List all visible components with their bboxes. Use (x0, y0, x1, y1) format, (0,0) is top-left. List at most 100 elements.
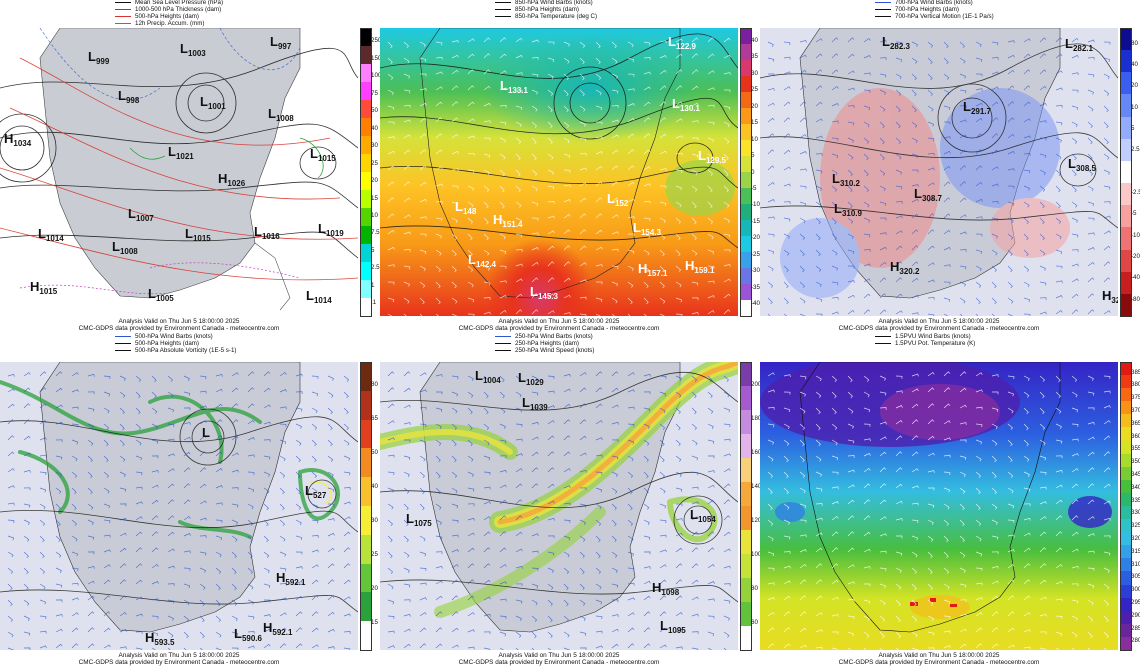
wind-barb (783, 580, 791, 585)
wind-barb (1007, 201, 1015, 207)
colorbar-segment (360, 506, 371, 536)
wind-barb (643, 86, 651, 91)
wind-barb (1023, 391, 1030, 398)
pressure-value: 320.2 (899, 267, 920, 276)
wind-barb (71, 535, 78, 542)
wind-barb (815, 423, 821, 431)
colorbar-tick-label: 340 (1131, 483, 1140, 491)
wind-barb (691, 647, 699, 650)
wind-barb (263, 614, 271, 617)
wind-barb (451, 217, 458, 224)
wind-barb (199, 599, 205, 607)
wind-barb (1087, 599, 1094, 606)
wind-barb (943, 57, 949, 65)
wind-barb (1103, 567, 1110, 573)
wind-barb (119, 423, 125, 431)
wind-barb (1055, 280, 1063, 284)
wind-barb (343, 439, 350, 446)
wind-barb (199, 435, 207, 441)
wind-barb (295, 391, 303, 395)
wind-barb (311, 564, 319, 569)
wind-barb (39, 519, 46, 526)
colorbar-tick-label: 360 (1131, 432, 1140, 440)
wind-barb (895, 89, 902, 96)
wind-barb (419, 57, 427, 62)
wind-barb (451, 503, 459, 509)
wind-barb (1039, 185, 1046, 192)
colorbar-tick-label: -15 (751, 217, 760, 225)
wind-barb (499, 201, 505, 209)
wind-barb (991, 595, 999, 601)
wind-barb (831, 53, 839, 59)
wind-barb (659, 407, 666, 414)
colorbar-segment (740, 236, 751, 253)
wind-barb (879, 567, 887, 572)
wind-barb (675, 53, 683, 59)
wind-barb (879, 516, 887, 521)
wind-barb (611, 567, 618, 573)
wind-barb (927, 551, 933, 559)
wind-barb (563, 312, 571, 315)
wind-barb (515, 631, 522, 638)
wind-barb (71, 519, 77, 526)
wind-barb (675, 563, 683, 569)
wind-barb (467, 563, 475, 569)
wind-barb (659, 487, 666, 494)
wind-barb (199, 405, 207, 409)
legend-label: 500-hPa Wind Barbs (knots) (135, 333, 213, 340)
wind-barb (643, 373, 651, 377)
wind-barb (879, 169, 886, 176)
wind-barb (39, 371, 47, 377)
wind-barb (167, 531, 175, 537)
wind-barb (831, 471, 839, 475)
wind-barb (595, 403, 603, 409)
wind-barb (1023, 646, 1031, 650)
wind-barb (895, 137, 901, 145)
legend-entry: 500-hPa Wind Barbs (knots) (115, 333, 213, 340)
pressure-value: 999 (96, 57, 110, 66)
wind-barb (627, 313, 631, 316)
wind-barb (403, 281, 410, 287)
wind-barb (55, 371, 63, 377)
legend-swatch (875, 335, 891, 338)
wind-barb (799, 503, 807, 509)
wind-barb (879, 39, 887, 43)
wind-barb (7, 419, 15, 425)
wind-barb (1055, 423, 1062, 429)
wind-barb (595, 197, 603, 203)
wind-barb (767, 297, 773, 305)
wind-barb (927, 279, 935, 283)
wind-barb (55, 455, 63, 460)
wind-barb (1039, 596, 1047, 601)
wind-barb (151, 547, 159, 553)
wind-barb (1023, 532, 1031, 537)
wind-barb (435, 101, 443, 107)
wind-barb (515, 249, 523, 252)
wind-barb (1023, 38, 1031, 43)
wind-barb (515, 293, 523, 299)
wind-barb (1103, 631, 1109, 639)
wind-barb (1007, 185, 1015, 189)
wind-barb (959, 149, 967, 155)
colorbar-tick-label: 15 (371, 618, 378, 626)
wind-barb (691, 249, 698, 256)
pressure-value: 1014 (314, 296, 332, 305)
legend-swatch (495, 335, 511, 338)
colorbar-segment (360, 298, 371, 317)
wind-barb (1023, 313, 1031, 316)
wind-barb (879, 246, 887, 251)
wind-barb (991, 149, 999, 155)
wind-barb (723, 599, 731, 604)
wind-barb (483, 37, 491, 43)
pressure-value: 122.9 (676, 42, 697, 51)
wind-barb (23, 503, 31, 508)
wind-barb (55, 583, 63, 588)
wind-barb (659, 101, 667, 107)
wind-barb (799, 627, 807, 633)
wind-barb (895, 583, 902, 590)
wind-barb (435, 503, 442, 510)
wind-barb (943, 165, 951, 171)
wind-barb (783, 86, 791, 91)
wind-barb (927, 73, 933, 81)
wind-barb (927, 153, 935, 156)
